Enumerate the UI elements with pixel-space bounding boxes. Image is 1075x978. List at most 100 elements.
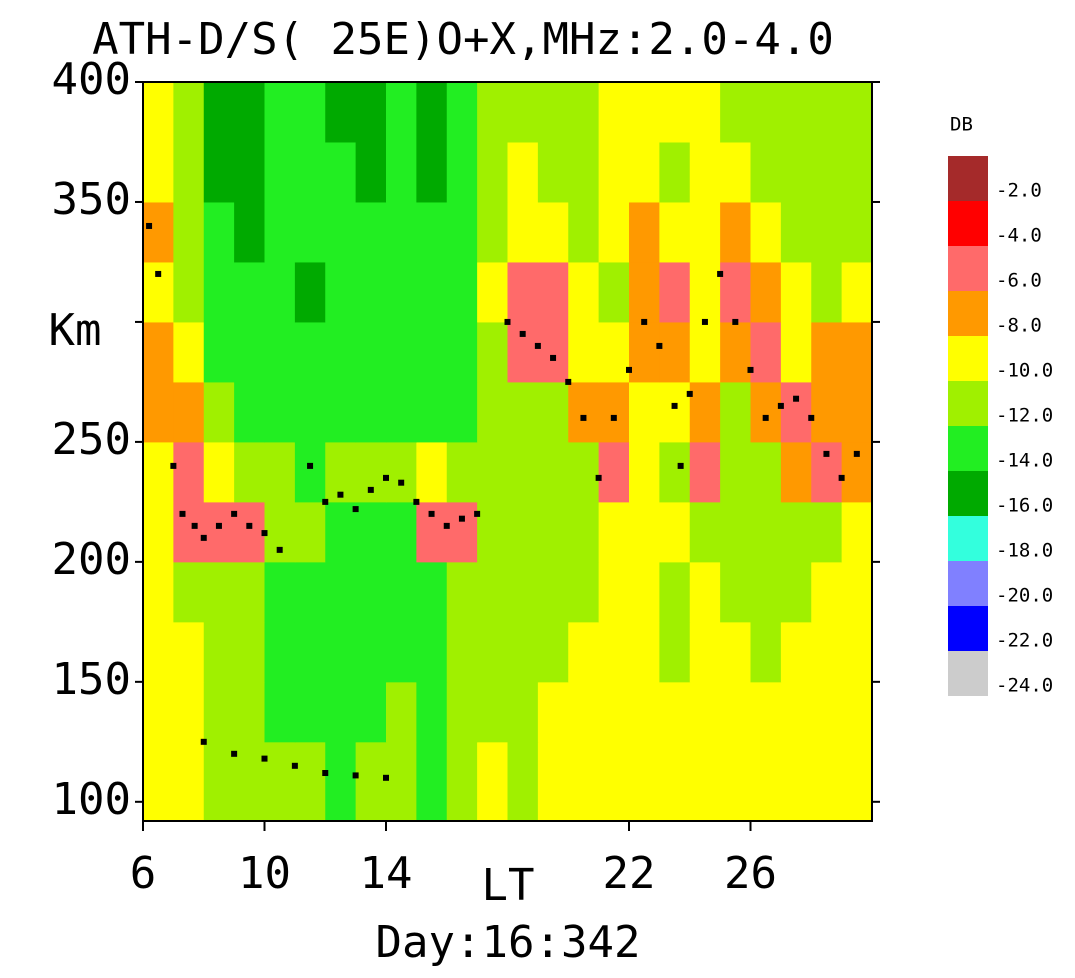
trace-point [677,462,684,469]
trace-point [534,342,541,349]
x-tick-label: 26 [724,848,777,899]
heatmap-cell [841,741,873,822]
trace-point [261,755,268,762]
heatmap-cell [568,381,600,443]
heatmap-cell [568,141,600,203]
x-axis-label: LT [482,860,535,911]
heatmap-cell [841,501,873,563]
heatmap-cell [598,141,630,203]
colorbar-tick-label: -8.0 [996,315,1042,337]
heatmap-cell [143,201,174,263]
heatmap-cell [689,321,721,383]
heatmap-cell [325,261,357,323]
heatmap-cell [841,381,873,443]
heatmap-cell [598,501,630,563]
heatmap-cell [416,261,448,323]
trace-point [291,762,298,769]
heatmap-cell [173,141,205,203]
colorbar-tick-label: -20.0 [996,585,1053,607]
heatmap-cell [780,621,812,683]
heatmap-cell [568,561,600,623]
trace-point [322,770,329,777]
heatmap-cell [416,82,448,143]
heatmap-cell [568,201,600,263]
heatmap-cell [537,82,569,143]
heatmap-cell [537,321,569,383]
trace-point [191,522,198,529]
heatmap-cell [234,741,265,822]
heatmap-cell [355,501,387,563]
heatmap-cell [203,681,235,743]
heatmap-cell [507,441,539,503]
heatmap-cell [173,321,205,383]
heatmap-cell [811,621,843,683]
trace-point [504,318,511,325]
heatmap-cell [659,681,691,743]
heatmap-cell [477,441,508,503]
heatmap-cell [477,681,508,743]
heatmap-cell [537,741,569,822]
trace-point [215,522,222,529]
heatmap-cell [841,141,873,203]
trace-point [701,318,708,325]
heatmap-cell [537,201,569,263]
trace-point [793,395,800,402]
heatmap-cell [507,741,539,822]
heatmap-cell [234,621,265,683]
colorbar-tick-label: -18.0 [996,540,1053,562]
heatmap-cell [629,82,660,143]
heatmap-cell [416,201,448,263]
heatmap-cell [446,621,478,683]
heatmap-cell [659,261,691,323]
trace-point [474,510,481,517]
heatmap-cell [386,261,417,323]
heatmap-cell [537,681,569,743]
heatmap-cell [234,441,265,503]
colorbar-swatch [948,201,988,246]
trace-point [610,414,617,421]
heatmap-cell [264,82,296,143]
heatmap-cell [203,201,235,263]
heatmap-cell [173,621,205,683]
heatmap-cell [750,741,782,822]
trace-point [155,270,162,277]
heatmap-cell [203,381,235,443]
heatmap-cell [355,141,387,203]
heatmap-cell [689,141,721,203]
trace-point [686,390,693,397]
heatmap-cell [629,141,660,203]
x-tick-label: 6 [130,848,157,899]
heatmap-cell [629,561,660,623]
heatmap-cell [264,741,296,822]
heatmap-cell [143,561,174,623]
heatmap-cell [720,141,751,203]
heatmap-cell [446,501,478,563]
heatmap-cell [477,201,508,263]
heatmap-cell [294,201,326,263]
heatmap-cell [446,321,478,383]
heatmap-cell [325,501,357,563]
heatmap-cell [659,561,691,623]
heatmap-cell [598,741,630,822]
heatmap-cell [477,561,508,623]
heatmap-cell [629,321,660,383]
trace-point [200,534,207,541]
heatmap-cell [811,501,843,563]
heatmap-cell [173,501,205,563]
heatmap-cell [477,621,508,683]
heatmap-cell [325,561,357,623]
heatmap-cell [689,681,721,743]
heatmap-cell [477,381,508,443]
heatmap-cell [234,261,265,323]
heatmap-cell [568,261,600,323]
trace-point [838,474,845,481]
heatmap-cell [446,381,478,443]
heatmap-cell [386,141,417,203]
heatmap-cell [386,681,417,743]
heatmap-cell [477,261,508,323]
heatmap-cell [507,561,539,623]
trace-point [146,222,153,229]
footer: Day:16:342 [376,917,641,968]
colorbar-swatch [948,606,988,651]
y-axis-label: Km [49,305,102,356]
